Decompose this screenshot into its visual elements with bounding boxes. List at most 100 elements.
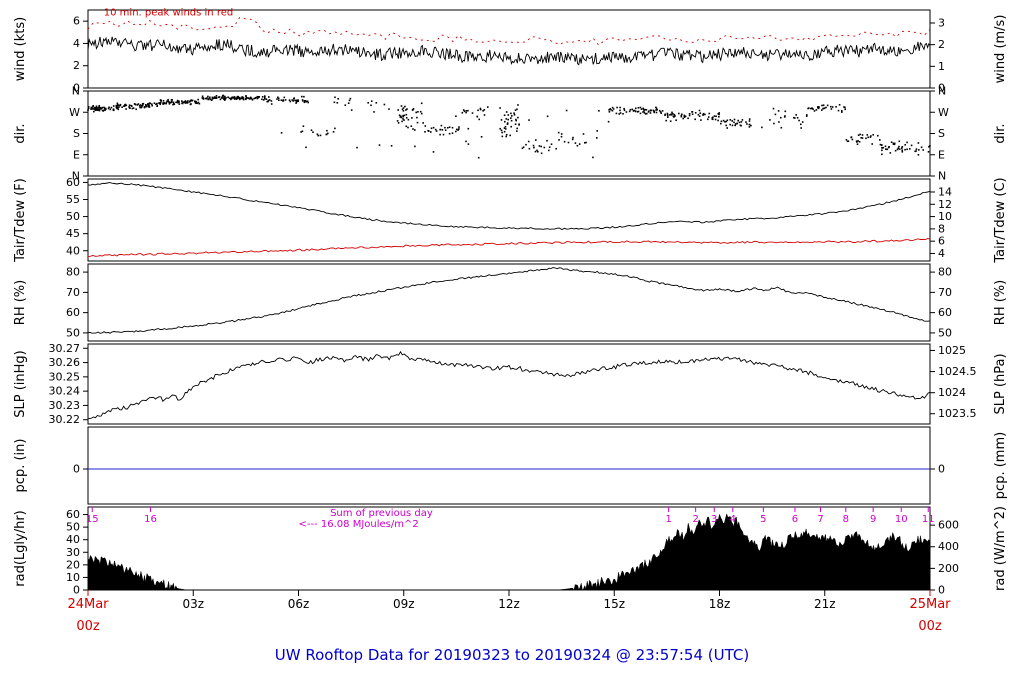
tick-label-left-rad: 20 — [66, 558, 80, 571]
tick-label-left-slp: 30.27 — [49, 342, 81, 355]
tick-label-left-wind: 6 — [73, 15, 80, 28]
tick-label-left-slp: 30.24 — [49, 385, 81, 398]
series-relative-humidity — [87, 267, 931, 334]
tick-label-right-tair: 14 — [938, 185, 952, 198]
tick-label-left-dir: S — [73, 127, 80, 140]
axis-label-right-rad: rad (W/m^2) — [993, 506, 1008, 591]
tick-label-left-rad: 0 — [73, 584, 80, 597]
hour-mark-label: 16 — [144, 514, 157, 525]
series-solar-radiation — [87, 513, 931, 591]
x-tick-label: 18z — [709, 597, 731, 611]
hour-mark-label: 5 — [760, 514, 766, 525]
tick-label-left-wind: 0 — [73, 82, 80, 95]
tick-label-right-slp: 1023.5 — [938, 407, 977, 420]
panel-border-rh — [87, 263, 931, 342]
panel-border-pcp — [87, 426, 931, 505]
panel-wind: 0 2 4 6 0 1 2 3 wind (kts) wind (m/s) 10 min. peak… — [13, 8, 1008, 95]
tick-label-right-rh: 50 — [938, 326, 952, 339]
series-tdew — [87, 238, 931, 257]
tick-label-left-dir: N — [72, 85, 80, 98]
tick-label-right-rad: 600 — [938, 519, 959, 532]
tick-label-right-rad: 0 — [938, 584, 945, 597]
x-tick-label: 00z — [918, 619, 942, 634]
tick-label-left-rad: 40 — [66, 533, 80, 546]
tick-label-right-dir: N — [938, 170, 946, 183]
tick-label-right-rh: 70 — [938, 286, 952, 299]
hour-mark-label: 3 — [711, 514, 717, 525]
annotation-text: <--- 16.08 MJoules/m^2 — [299, 519, 419, 530]
tick-label-right-slp: 1024.5 — [938, 365, 977, 378]
annotation-text: 10 min. peak winds in red — [104, 8, 233, 19]
tick-label-left-wind: 4 — [73, 37, 80, 50]
axis-label-right-pcp: pcp. (mm) — [993, 432, 1008, 499]
panel-border-dir — [87, 90, 931, 177]
tick-label-left-tair: 40 — [66, 244, 80, 257]
series-wind-direction — [87, 94, 931, 159]
hour-mark-label: 1 — [665, 514, 671, 525]
tick-label-right-dir: N — [938, 85, 946, 98]
tick-label-right-tair: 8 — [938, 222, 945, 235]
x-axis: 24Mar 00z 03z 06z 09z 12z 15z 18z 21z 25Mar 00z — [67, 590, 951, 634]
tick-label-left-dir: N — [72, 170, 80, 183]
tick-label-left-rad: 60 — [66, 508, 80, 521]
tick-label-right-dir: S — [938, 127, 945, 140]
tick-label-left-rh: 60 — [66, 306, 80, 319]
tick-label-left-slp: 30.25 — [49, 370, 81, 383]
tick-label-left-slp: 30.26 — [49, 356, 81, 369]
axis-label-left-dir: dir. — [13, 123, 28, 143]
axis-label-right-tair: Tair/Tdew (C) — [993, 177, 1008, 263]
tick-label-right-rh: 80 — [938, 266, 952, 279]
x-tick-label: 12z — [498, 597, 520, 611]
tick-label-right-pcp: 0 — [938, 463, 945, 476]
tick-label-left-tair: 50 — [66, 210, 80, 223]
series-tair — [87, 182, 931, 231]
x-tick-label: 06z — [288, 597, 310, 611]
tick-label-left-slp: 30.23 — [49, 399, 81, 412]
axis-label-left-slp: SLP (inHg) — [13, 350, 28, 418]
tick-label-right-wind: 1 — [938, 60, 945, 73]
axis-label-right-wind: wind (m/s) — [993, 15, 1008, 84]
x-tick-label: 25Mar — [909, 597, 951, 612]
axis-label-left-wind: wind (kts) — [13, 17, 28, 81]
tick-label-right-wind: 0 — [938, 82, 945, 95]
axis-label-left-rad: rad(Lgly/hr) — [13, 510, 28, 586]
hour-mark-label: 7 — [817, 514, 823, 525]
tick-label-left-pcp: 0 — [73, 463, 80, 476]
axis-label-right-rh: RH (%) — [993, 280, 1008, 325]
tick-label-left-rh: 70 — [66, 286, 80, 299]
tick-label-right-tair: 6 — [938, 235, 945, 248]
x-tick-label: 00z — [76, 619, 100, 634]
series-sea-level-pressure — [87, 350, 931, 420]
tick-label-right-dir: W — [938, 106, 949, 119]
annotation-text: Sum of previous day — [330, 508, 433, 519]
tick-label-left-tair: 45 — [66, 227, 80, 240]
tick-label-right-wind: 2 — [938, 38, 945, 51]
panel-border-tair — [87, 178, 931, 262]
tick-label-left-rad: 50 — [66, 521, 80, 534]
chart-title: UW Rooftop Data for 20190323 to 20190324… — [274, 646, 750, 664]
hour-mark-label: 11 — [922, 514, 935, 525]
axis-label-right-slp: SLP (hPa) — [993, 353, 1008, 414]
tick-label-left-dir: W — [69, 106, 80, 119]
tick-label-right-wind: 3 — [938, 17, 945, 30]
x-tick-label: 03z — [182, 597, 204, 611]
tick-label-left-wind: 2 — [73, 59, 80, 72]
tick-label-left-rad: 30 — [66, 546, 80, 559]
axis-label-left-tair: Tair/Tdew (F) — [13, 178, 28, 263]
axis-label-right-dir: dir. — [993, 123, 1008, 143]
x-tick-label: 09z — [393, 597, 415, 611]
tick-label-left-tair: 60 — [66, 176, 80, 189]
tick-label-right-rh: 60 — [938, 306, 952, 319]
hour-mark-label: 10 — [895, 514, 908, 525]
x-tick-label: 15z — [603, 597, 625, 611]
tick-label-left-rh: 50 — [66, 326, 80, 339]
x-tick-label: 24Mar — [67, 597, 109, 612]
series-wind-peak — [87, 16, 931, 46]
tick-label-left-tair: 55 — [66, 193, 80, 206]
panel-border-wind — [87, 9, 931, 89]
